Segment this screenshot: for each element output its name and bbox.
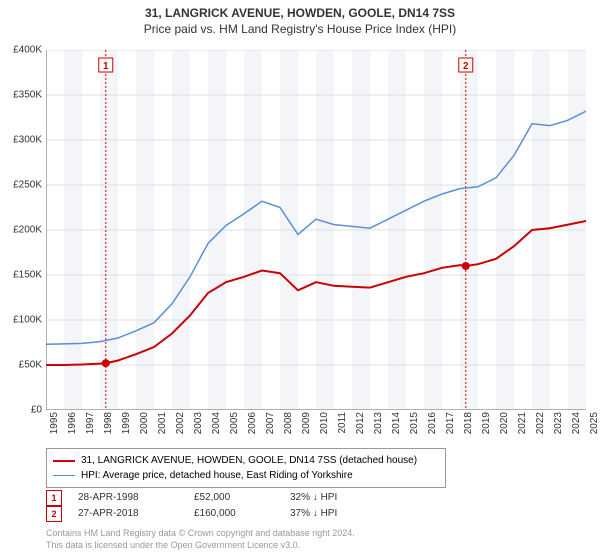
sale-record-row: 2 27-APR-2018 £160,000 37% ↓ HPI — [46, 506, 400, 522]
x-tick-label: 2020 — [499, 412, 510, 434]
x-tick-label: 2015 — [409, 412, 420, 434]
x-tick-label: 1996 — [67, 412, 78, 434]
y-tick-label: £200K — [13, 225, 42, 236]
x-tick-label: 2002 — [175, 412, 186, 434]
footer-line-2: This data is licensed under the Open Gov… — [46, 540, 355, 552]
sale-pct: 37% ↓ HPI — [290, 506, 400, 522]
svg-text:1: 1 — [103, 61, 109, 72]
x-tick-label: 2008 — [283, 412, 294, 434]
legend-label: 31, LANGRICK AVENUE, HOWDEN, GOOLE, DN14… — [81, 453, 417, 468]
chart-title-address: 31, LANGRICK AVENUE, HOWDEN, GOOLE, DN14… — [0, 6, 600, 20]
y-tick-label: £400K — [13, 45, 42, 56]
x-tick-label: 2016 — [427, 412, 438, 434]
chart-area: 12 — [46, 50, 586, 410]
x-tick-label: 2007 — [265, 412, 276, 434]
sale-price: £160,000 — [194, 506, 274, 522]
sale-records: 1 28-APR-1998 £52,000 32% ↓ HPI 2 27-APR-2018… — [46, 490, 400, 522]
x-tick-label: 2018 — [463, 412, 474, 434]
x-axis-labels: 1995 1996 1997 1998 1999 2000 2001 2002 2003 2004… — [46, 412, 586, 442]
x-tick-label: 2013 — [373, 412, 384, 434]
x-tick-label: 1998 — [103, 412, 114, 434]
x-tick-label: 1999 — [121, 412, 132, 434]
y-tick-label: £100K — [13, 315, 42, 326]
chart-title-subtitle: Price paid vs. HM Land Registry's House … — [0, 22, 600, 36]
x-tick-label: 2009 — [301, 412, 312, 434]
sale-price: £52,000 — [194, 490, 274, 506]
chart-svg: 12 — [46, 50, 586, 410]
sale-record-row: 1 28-APR-1998 £52,000 32% ↓ HPI — [46, 490, 400, 506]
legend-swatch — [53, 460, 75, 462]
x-tick-label: 2022 — [535, 412, 546, 434]
y-tick-label: £0 — [31, 405, 42, 416]
x-tick-label: 2014 — [391, 412, 402, 434]
x-tick-label: 2010 — [319, 412, 330, 434]
x-tick-label: 2021 — [517, 412, 528, 434]
x-tick-label: 2017 — [445, 412, 456, 434]
x-tick-label: 2006 — [247, 412, 258, 434]
y-tick-label: £300K — [13, 135, 42, 146]
x-tick-label: 1995 — [49, 412, 60, 434]
x-tick-label: 2023 — [553, 412, 564, 434]
x-tick-label: 2011 — [337, 412, 348, 434]
chart-container: 31, LANGRICK AVENUE, HOWDEN, GOOLE, DN14… — [0, 0, 600, 560]
x-tick-label: 2001 — [157, 412, 168, 434]
legend-row: HPI: Average price, detached house, East… — [53, 468, 439, 483]
svg-text:2: 2 — [463, 61, 469, 72]
y-tick-label: £50K — [19, 360, 42, 371]
legend-box: 31, LANGRICK AVENUE, HOWDEN, GOOLE, DN14… — [46, 448, 446, 488]
x-tick-label: 2004 — [211, 412, 222, 434]
sale-date: 27-APR-2018 — [78, 506, 178, 522]
sale-pct: 32% ↓ HPI — [290, 490, 400, 506]
legend-swatch — [53, 475, 75, 476]
x-tick-label: 1997 — [85, 412, 96, 434]
legend-label: HPI: Average price, detached house, East… — [81, 468, 353, 483]
y-axis-labels: £0£50K£100K£150K£200K£250K£300K£350K£400… — [0, 50, 44, 410]
legend-row: 31, LANGRICK AVENUE, HOWDEN, GOOLE, DN14… — [53, 453, 439, 468]
x-tick-label: 2019 — [481, 412, 492, 434]
y-tick-label: £150K — [13, 270, 42, 281]
x-tick-label: 2003 — [193, 412, 204, 434]
y-tick-label: £250K — [13, 180, 42, 191]
sale-marker-icon: 1 — [46, 490, 62, 506]
sale-marker-icon: 2 — [46, 506, 62, 522]
title-area: 31, LANGRICK AVENUE, HOWDEN, GOOLE, DN14… — [0, 0, 600, 36]
x-tick-label: 2000 — [139, 412, 150, 434]
x-tick-label: 2025 — [589, 412, 600, 434]
y-tick-label: £350K — [13, 90, 42, 101]
sale-date: 28-APR-1998 — [78, 490, 178, 506]
x-tick-label: 2024 — [571, 412, 582, 434]
x-tick-label: 2012 — [355, 412, 366, 434]
x-tick-label: 2005 — [229, 412, 240, 434]
footer-attribution: Contains HM Land Registry data © Crown c… — [46, 528, 355, 551]
footer-line-1: Contains HM Land Registry data © Crown c… — [46, 528, 355, 540]
